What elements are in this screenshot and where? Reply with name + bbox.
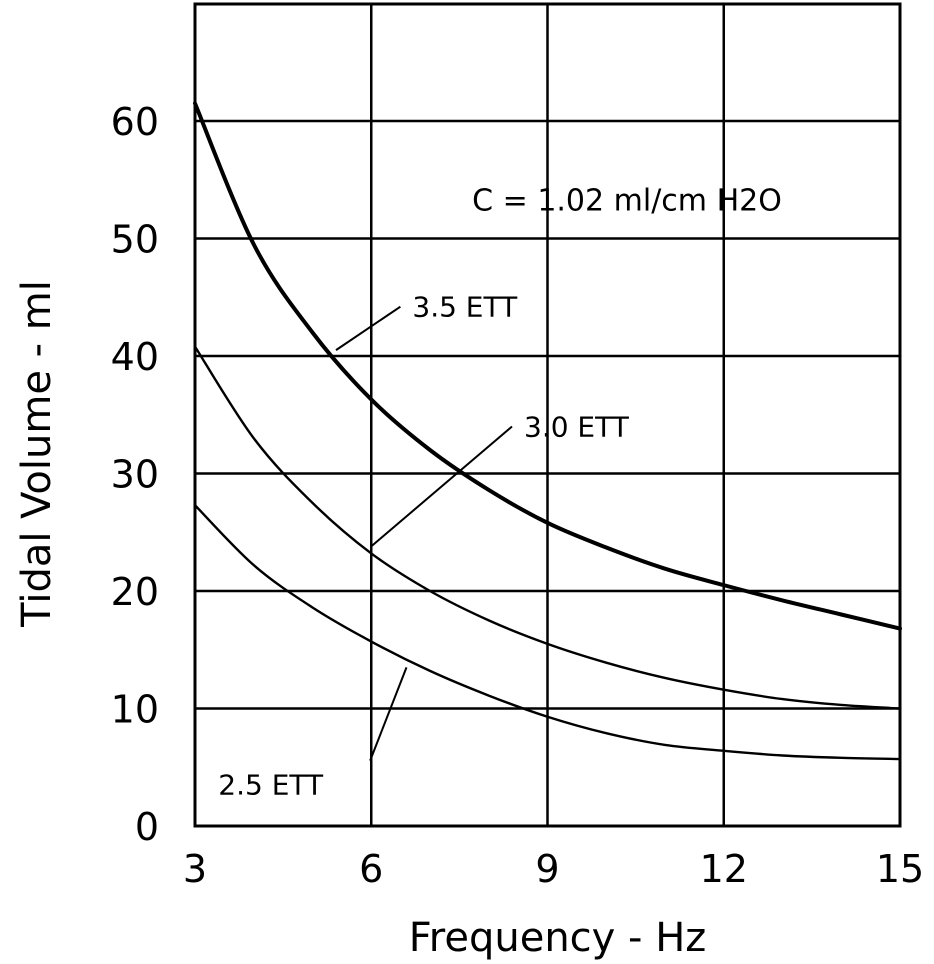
y-axis-title: Tidal Volume - ml	[14, 280, 60, 628]
x-tick-label: 9	[535, 847, 559, 891]
curve-label-leaders	[335, 305, 513, 762]
y-tick-label: 0	[135, 805, 159, 849]
x-axis-title: Frequency - Hz	[409, 915, 707, 961]
x-tick-label: 6	[359, 847, 383, 891]
curve-label: 3.0 ETT	[524, 411, 630, 444]
curve-label-leader	[335, 305, 401, 351]
series-line-3-5-ett	[193, 101, 902, 631]
x-tick-label: 15	[876, 847, 924, 891]
y-tick-label: 30	[111, 453, 159, 497]
y-tick-label: 40	[111, 335, 159, 379]
series-line-2-5-ett	[193, 504, 902, 761]
curves	[193, 101, 902, 761]
curve-label: 2.5 ETT	[218, 769, 324, 802]
y-tick-label: 20	[111, 570, 159, 614]
annotation: C = 1.02 ml/cm H2O	[472, 183, 782, 218]
y-tick-label: 50	[111, 218, 159, 262]
y-tick-label: 10	[111, 688, 159, 732]
curve-label-leader	[369, 667, 408, 762]
x-tick-label: 12	[700, 847, 748, 891]
grid	[195, 4, 900, 826]
curve-label-leader	[370, 425, 513, 548]
plot-frame	[193, 2, 902, 828]
series-line-3-0-ett	[193, 345, 902, 710]
tick-labels: 3 6 9 12 15 0 10 20 30 40 50 60	[111, 100, 925, 891]
x-tick-label: 3	[183, 847, 207, 891]
curve-labels: 3.5 ETT 3.0 ETT 2.5 ETT	[218, 291, 629, 802]
curve-label: 3.5 ETT	[412, 291, 518, 324]
y-tick-label: 60	[111, 100, 159, 144]
